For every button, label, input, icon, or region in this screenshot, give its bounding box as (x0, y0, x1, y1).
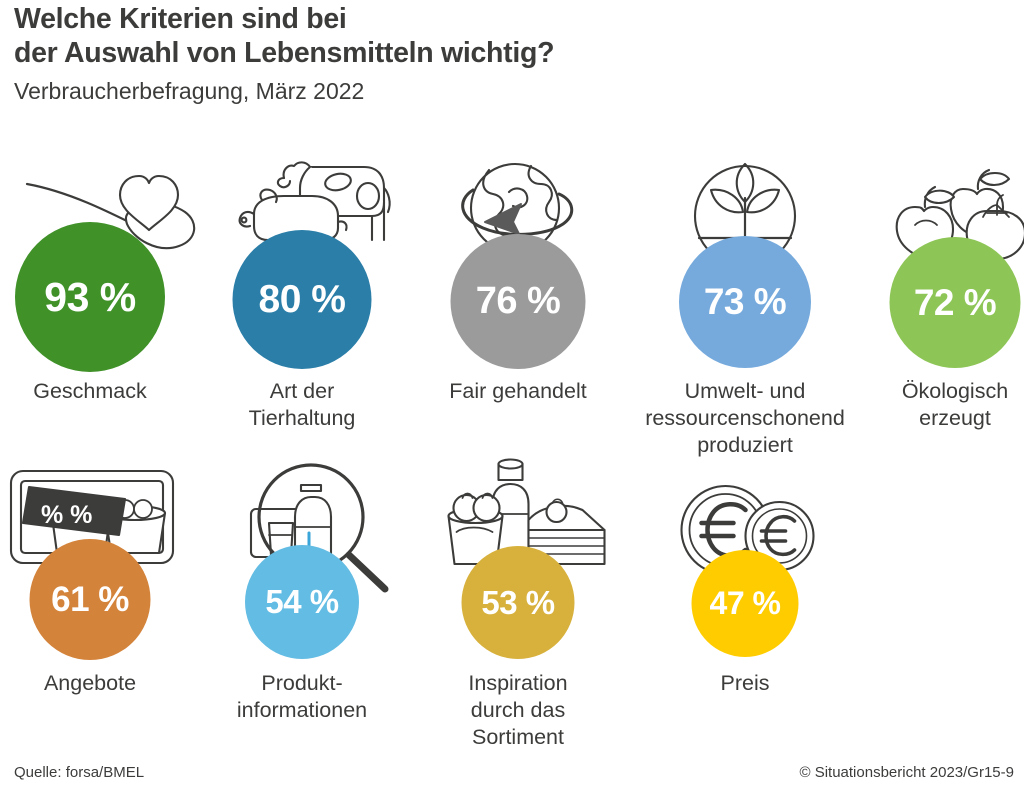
copyright-note: © Situationsbericht 2023/Gr15-9 (799, 764, 1014, 781)
bubble-label: Ökologisch erzeugt (850, 378, 1024, 432)
bubble-label-line: Sortiment (471, 725, 564, 749)
bubble-graphic: 76 % (413, 150, 623, 385)
bubble-circle: 76 % (450, 234, 586, 369)
bubble-label-line: Fair gehandelt (449, 379, 587, 403)
bubble-label-line: informationen (236, 698, 368, 722)
bubble-graphic: 54 % (197, 445, 407, 680)
bubble-label: Preis (640, 670, 850, 697)
footer-divider (14, 754, 1010, 755)
header: Welche Kriterien sind bei der Auswahl vo… (14, 2, 1010, 104)
bubble-label: Fair gehandelt (413, 378, 623, 405)
bubble-circle: 73 % (679, 236, 811, 368)
bubble-graphic: 53 % (413, 445, 623, 680)
footer: Quelle: forsa/BMEL © Situationsbericht 2… (0, 754, 1024, 790)
bubble-row-bottom: % % 61 % Angebote 54 % Produkt-informationen… (0, 445, 1024, 749)
bubble-row-top: 93 % Geschmack 80 % Art der Tierhaltung 76 % F… (0, 150, 1024, 457)
bubble-label-line: Art der (269, 379, 335, 403)
bubble-value: 80 % (258, 277, 346, 321)
bubble-circle: 53 % (461, 546, 575, 659)
bubble-chart: 93 % Geschmack 80 % Art der Tierhaltung 76 % F… (0, 150, 1024, 760)
bubble-graphic: 80 % (197, 150, 407, 385)
page-subtitle: Verbraucherbefragung, März 2022 (14, 78, 365, 104)
bubble-label-line: produziert (697, 433, 793, 457)
bubble-label-line: Preis (720, 671, 770, 695)
bubble-circle: 93 % (15, 222, 165, 372)
bubble-item: 93 % Geschmack (0, 150, 196, 403)
bubble-value: 76 % (475, 280, 561, 322)
bubble-graphic: 47 % (640, 445, 850, 680)
bubble-circle: 54 % (245, 545, 359, 659)
bubble-label: Produkt-informationen (197, 670, 407, 724)
source-note: Quelle: forsa/BMEL (14, 764, 145, 781)
svg-text:% %: % % (41, 501, 92, 529)
bubble-item: 80 % Art der Tierhaltung (197, 150, 407, 430)
bubble-graphic: 72 % (850, 150, 1024, 385)
bubble-circle: 61 % (29, 539, 151, 660)
bubble-label: Art der Tierhaltung (197, 378, 407, 432)
page-title-line-2: der Auswahl von Lebensmitteln wichtig? (14, 37, 555, 69)
bubble-circle: 80 % (232, 230, 372, 369)
bubble-circle: 72 % (889, 237, 1021, 368)
bubble-label-line: durch das (470, 698, 566, 722)
bubble-graphic: 73 % (640, 150, 850, 385)
page-title-line-1: Welche Kriterien sind bei (14, 3, 347, 35)
bubble-item: 73 % Umwelt- und ressourcenschonend produzi… (640, 150, 850, 457)
bubble-label-line: ressourcenschonend (645, 406, 845, 430)
bubble-label-line: Inspiration (468, 671, 568, 695)
bubble-value: 47 % (709, 585, 781, 621)
bubble-label-line: erzeugt (919, 406, 991, 430)
bubble-value: 61 % (51, 579, 129, 619)
bubble-value: 93 % (44, 273, 136, 320)
bubble-label-line: Ökologisch (901, 379, 1009, 403)
bubble-label: Inspiration durch das Sortiment (413, 670, 623, 751)
bubble-label: Geschmack (0, 378, 195, 405)
bubble-item: 72 % Ökologisch erzeugt (850, 150, 1024, 430)
bubble-circle: 47 % (691, 550, 799, 657)
bubble-value: 53 % (481, 583, 555, 621)
bubble-item: 54 % Produkt-informationen (197, 445, 407, 722)
bubble-label: Angebote (0, 670, 195, 697)
bubble-value: 54 % (265, 583, 339, 620)
bubble-graphic: % % 61 % (0, 445, 195, 680)
bubble-item: % % 61 % Angebote (0, 445, 195, 695)
bubble-label-line: Tierhaltung (248, 406, 356, 430)
bubble-label-line: Produkt- (261, 671, 343, 695)
bubble-value: 73 % (703, 281, 787, 322)
bubble-label-line: Angebote (43, 671, 137, 695)
bubble-label-line: Geschmack (33, 379, 147, 403)
bubble-label: Umwelt- und ressourcenschonend produziert (640, 378, 850, 459)
bubble-item: 53 % Inspiration durch das Sortiment (413, 445, 623, 749)
bubble-item: 47 % Preis (640, 445, 850, 695)
bubble-label-line: Umwelt- und (684, 379, 806, 403)
bubble-graphic: 93 % (0, 150, 196, 385)
bubble-item: 76 % Fair gehandelt (413, 150, 623, 403)
bubble-value: 72 % (913, 281, 997, 323)
